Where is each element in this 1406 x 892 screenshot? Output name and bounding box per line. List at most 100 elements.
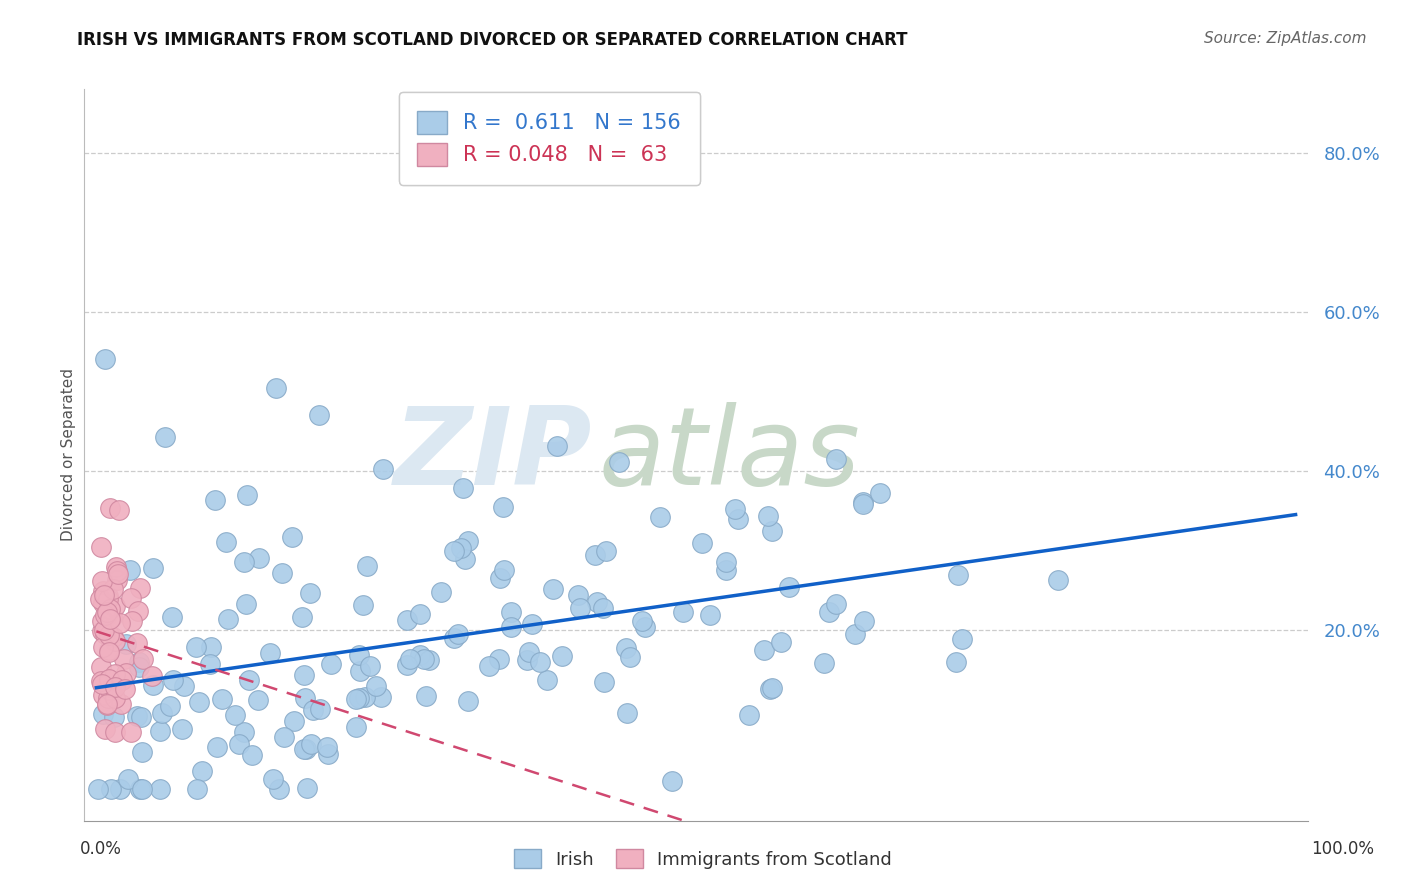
Point (299, 737, 322, 751)
Point (353, 690, 375, 704)
Point (186, 781, 208, 796)
Point (118, 564, 141, 578)
Point (198, 657, 221, 671)
Point (117, 772, 139, 787)
Point (87, 781, 110, 796)
Point (96, 698, 118, 713)
Point (294, 691, 316, 706)
Point (128, 656, 150, 670)
Point (107, 564, 129, 578)
Point (97, 672, 120, 686)
Point (142, 561, 165, 575)
Point (546, 439, 568, 453)
Point (295, 741, 318, 756)
Point (114, 681, 136, 696)
Point (94, 608, 117, 623)
Point (108, 781, 131, 796)
Point (262, 772, 284, 787)
Point (1047, 573, 1070, 587)
Point (724, 502, 747, 516)
Point (232, 555, 254, 569)
Point (97, 628, 120, 642)
Point (499, 620, 522, 634)
Point (813, 656, 835, 670)
Point (125, 636, 148, 650)
Point (522, 616, 544, 631)
Point (492, 500, 515, 515)
Point (567, 588, 589, 602)
Point (409, 607, 432, 622)
Point (90, 659, 112, 673)
Point (844, 627, 866, 641)
Point (224, 707, 246, 722)
Point (349, 648, 371, 663)
Point (309, 702, 332, 716)
Point (188, 695, 211, 709)
Point (661, 773, 683, 788)
Point (93, 623, 115, 637)
Point (489, 571, 512, 585)
Point (170, 722, 193, 736)
Point (716, 563, 738, 577)
Point (316, 747, 339, 761)
Point (105, 573, 128, 587)
Point (457, 694, 479, 708)
Text: Source: ZipAtlas.com: Source: ZipAtlas.com (1204, 31, 1367, 46)
Point (97, 589, 120, 603)
Point (162, 673, 184, 688)
Point (529, 655, 551, 669)
Legend: R =  0.611   N = 156, R = 0.048   N =  63: R = 0.611 N = 156, R = 0.048 N = 63 (399, 92, 700, 185)
Point (100, 501, 122, 516)
Point (101, 630, 124, 644)
Point (592, 675, 614, 690)
Point (347, 690, 370, 705)
Point (568, 600, 591, 615)
Point (352, 598, 374, 612)
Point (950, 632, 973, 647)
Point (299, 585, 322, 599)
Point (104, 634, 127, 648)
Point (586, 595, 609, 609)
Text: ZIP: ZIP (394, 402, 592, 508)
Point (104, 560, 127, 574)
Point (344, 721, 367, 735)
Point (205, 740, 228, 755)
Point (714, 555, 737, 569)
Point (90, 540, 112, 554)
Point (107, 566, 129, 581)
Point (232, 725, 254, 739)
Point (120, 591, 142, 606)
Point (211, 691, 233, 706)
Point (125, 709, 148, 723)
Point (162, 610, 184, 624)
Point (112, 651, 135, 665)
Point (614, 641, 637, 656)
Point (616, 706, 638, 720)
Point (413, 652, 436, 666)
Point (488, 651, 510, 665)
Point (114, 665, 136, 680)
Point (699, 607, 721, 622)
Point (818, 605, 841, 619)
Point (761, 681, 783, 696)
Point (778, 580, 800, 594)
Point (409, 648, 432, 662)
Point (153, 430, 176, 444)
Point (93, 589, 115, 603)
Point (91, 688, 114, 702)
Point (824, 597, 846, 611)
Point (756, 508, 779, 523)
Point (131, 651, 153, 665)
Point (235, 597, 257, 611)
Point (494, 563, 516, 577)
Point (96, 697, 118, 711)
Point (264, 381, 287, 395)
Point (98, 645, 121, 659)
Point (550, 648, 572, 663)
Point (364, 679, 387, 693)
Point (93, 587, 115, 601)
Point (129, 710, 152, 724)
Point (634, 619, 657, 633)
Point (108, 503, 131, 517)
Point (273, 730, 295, 744)
